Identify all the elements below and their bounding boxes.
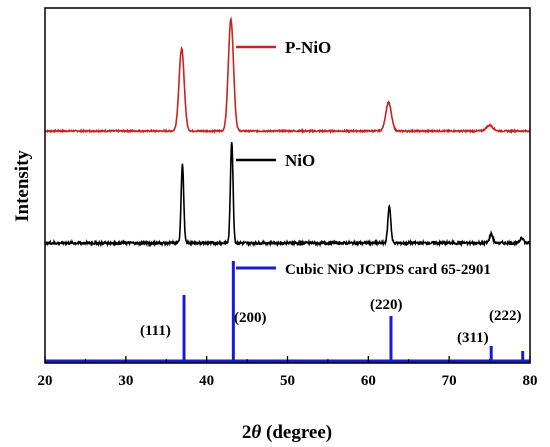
series-line-nio xyxy=(44,142,531,248)
reference-label-4: (311) xyxy=(457,330,489,346)
legend-label-nio: NiO xyxy=(285,151,315,170)
x-tick-label-40: 40 xyxy=(199,373,214,389)
x-axis-label-suffix: (degree) xyxy=(261,422,332,443)
legend-label-p-nio: P-NiO xyxy=(285,38,331,57)
x-tick-label-20: 20 xyxy=(38,373,53,389)
x-axis-label-symbol: θ xyxy=(251,422,261,443)
x-axis-label: 2θ (degree) xyxy=(242,422,332,443)
reference-label-3: (220) xyxy=(370,297,403,313)
plot-frame xyxy=(44,7,531,364)
reference-label-5: (222) xyxy=(489,308,522,324)
reference-label-2: (200) xyxy=(234,310,267,326)
y-axis-label: Intensity xyxy=(12,150,33,222)
x-tick-label-60: 60 xyxy=(361,373,376,389)
x-axis-label-prefix: 2 xyxy=(242,422,252,443)
x-tick-label-80: 80 xyxy=(523,373,538,389)
legend-label-reference: Cubic NiO JCPDS card 65-2901 xyxy=(285,262,491,278)
x-tick-label-70: 70 xyxy=(442,373,457,389)
x-axis: 20 30 40 50 60 70 80 xyxy=(38,356,538,389)
reference-label-1: (111) xyxy=(140,323,171,339)
x-tick-label-50: 50 xyxy=(280,373,295,389)
series-line-p-nio xyxy=(44,16,531,135)
plot-layer: P-NiO NiO (111) (200) (220) (311)(222) Cubic N… xyxy=(44,16,531,363)
x-tick-label-30: 30 xyxy=(118,373,133,389)
